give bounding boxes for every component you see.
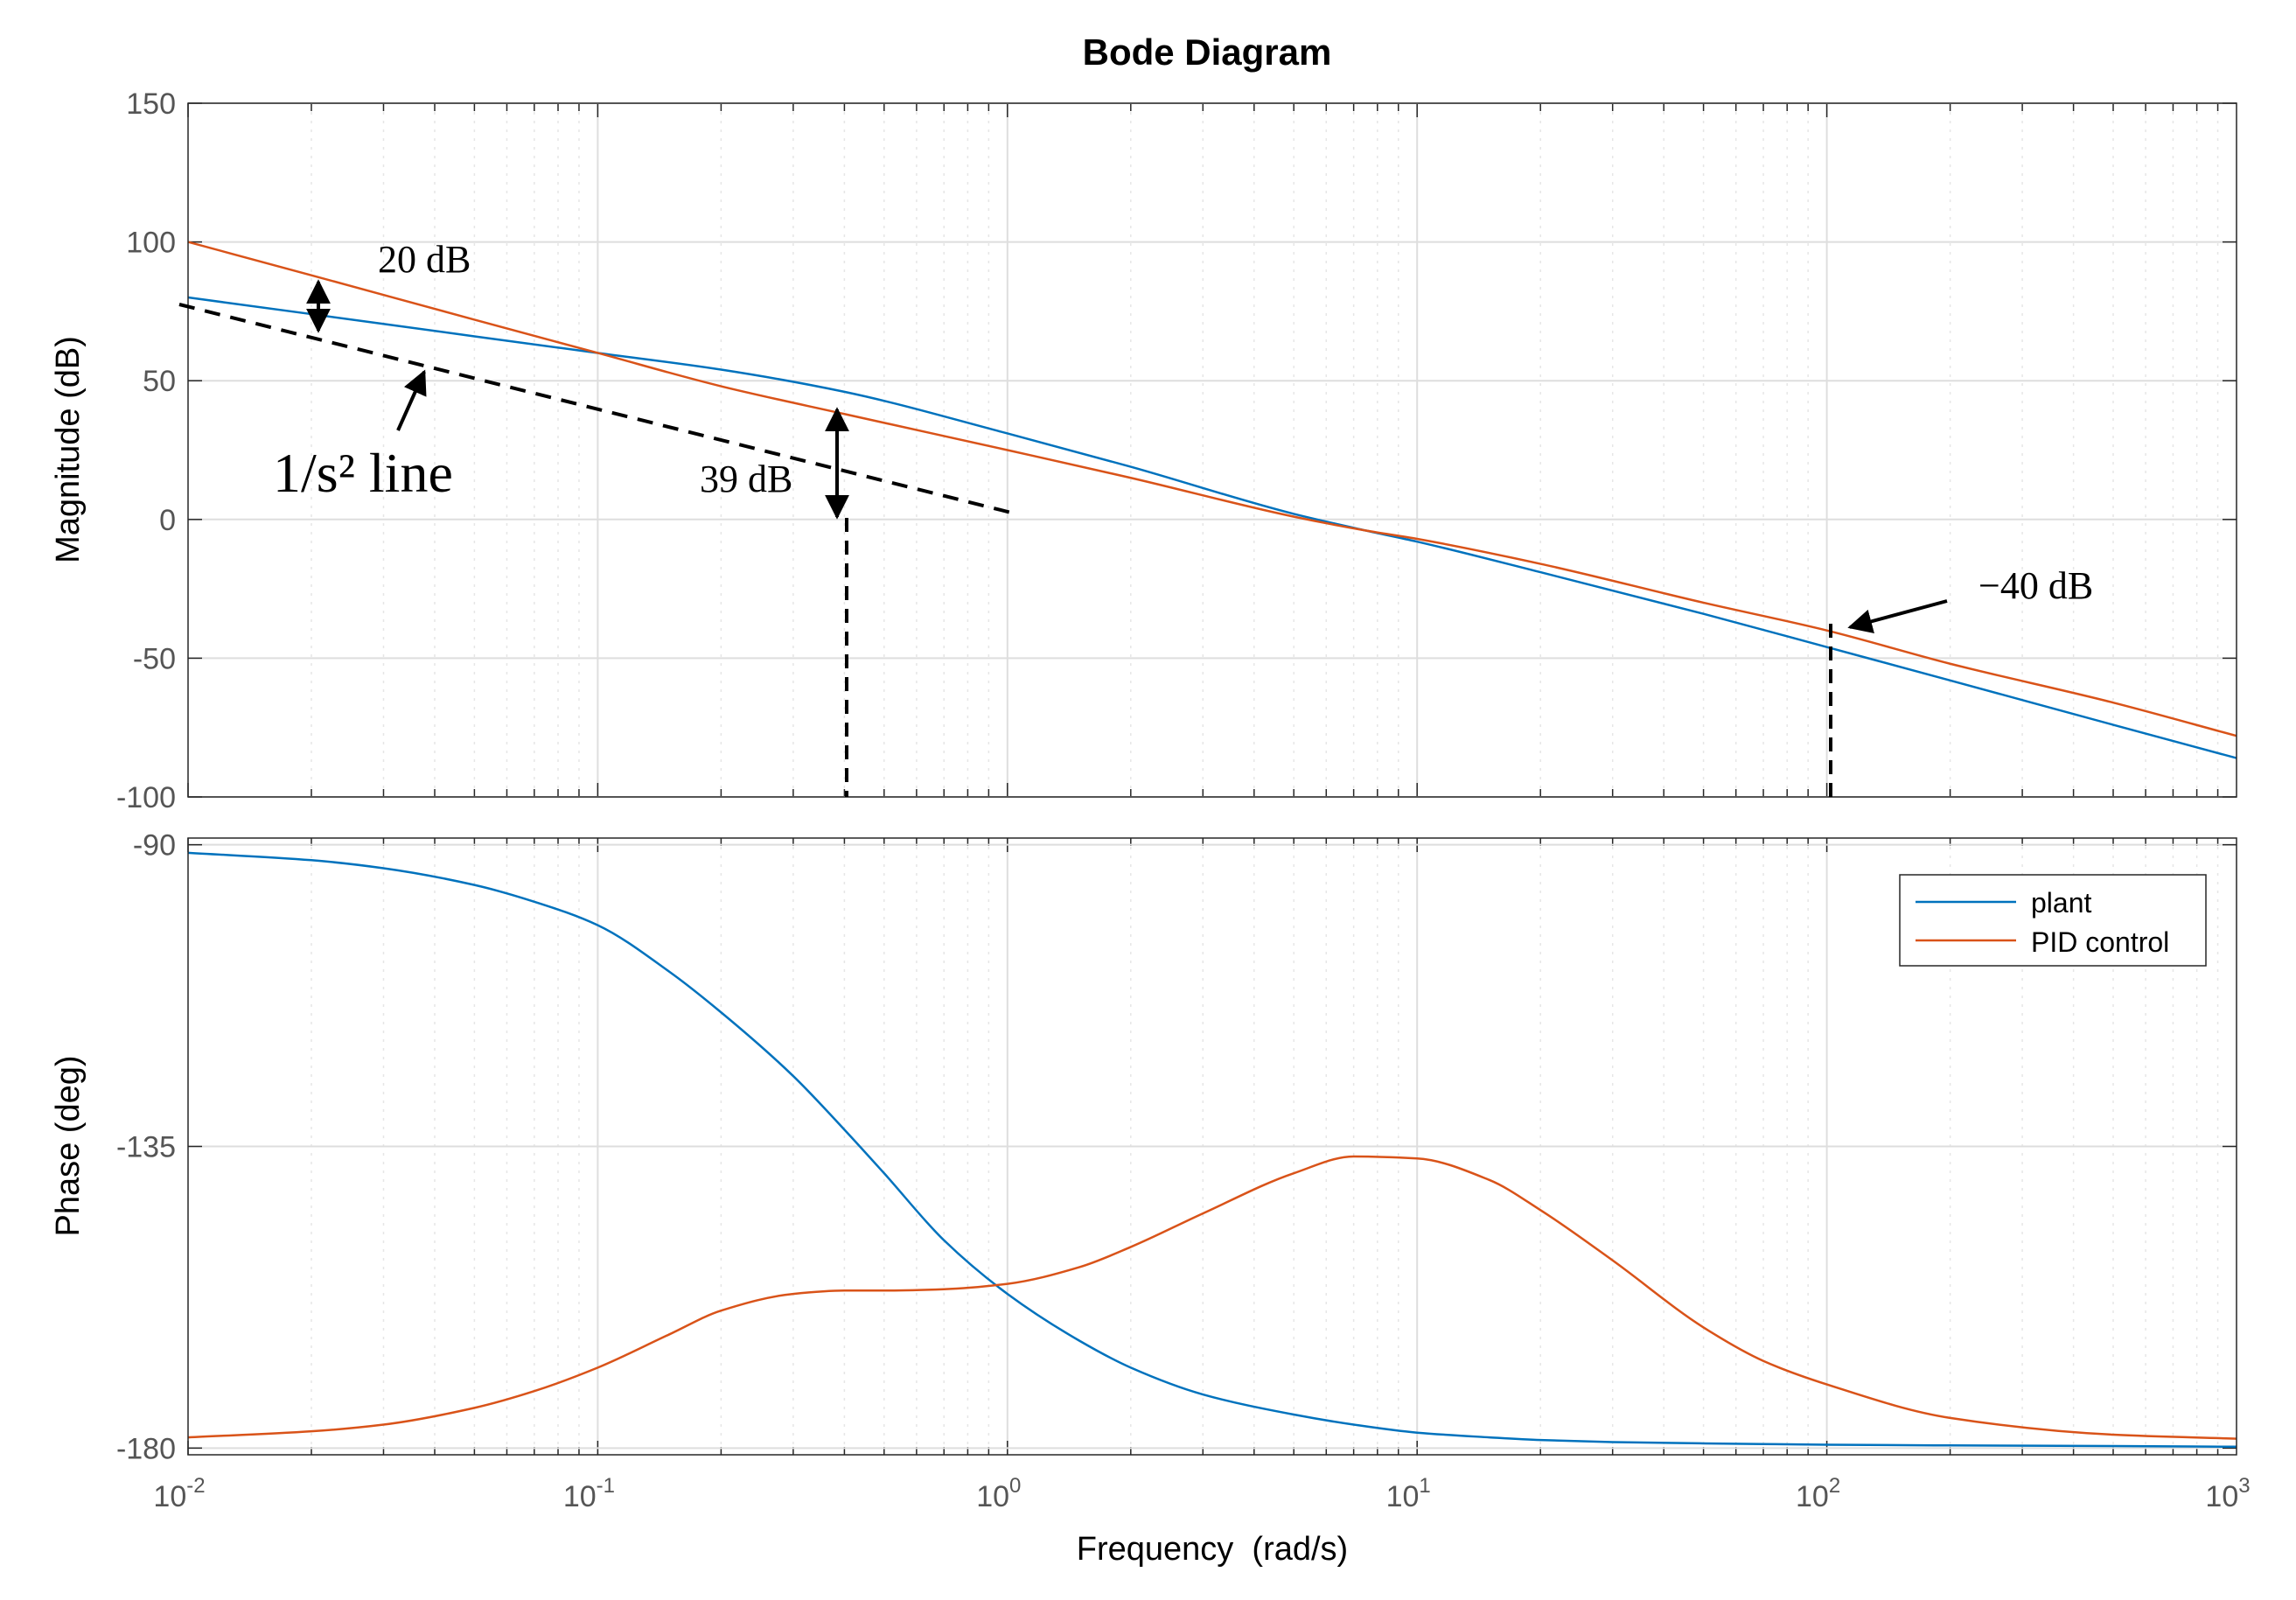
y-tick-label: -135 (116, 1131, 176, 1164)
magnitude-plot-area (188, 103, 2237, 797)
magnitude-panel: -100 -50 0 50 100 150 Magnitude (dB) (50, 87, 2237, 814)
legend-label-pid: PID control (2031, 926, 2169, 958)
phase-y-label: Phase (deg) (50, 1055, 87, 1236)
phase-series-plant (187, 851, 2237, 1449)
magnitude-y-label: Magnitude (dB) (50, 336, 87, 563)
magnitude-series-pid (187, 241, 2237, 737)
label-minus40db: −40 dB (1978, 564, 2093, 607)
y-tick-label: 50 (143, 365, 176, 398)
magnitude-series (187, 241, 2237, 759)
s2-reference-line (178, 303, 1015, 515)
x-tick-label: 100 (976, 1474, 1021, 1513)
x-tick-label: 103 (2205, 1474, 2250, 1513)
label-s2-line: 1/s² line (273, 442, 453, 504)
legend-box (1899, 874, 2207, 967)
label-39db: 39 dB (700, 458, 792, 500)
chart-title: Bode Diagram (1083, 31, 1332, 73)
y-tick-label: 0 (159, 504, 176, 537)
y-tick-label: 100 (126, 227, 176, 260)
phase-axes-box (187, 837, 2237, 1456)
arrow-minus40db (1847, 599, 1948, 633)
label-20db: 20 dB (378, 238, 471, 281)
phase-panel: -180 -135 -90 Phase (deg) (50, 829, 2237, 1466)
x-tick-label: 101 (1386, 1474, 1431, 1513)
phase-grid (187, 838, 2237, 1455)
phase-series (187, 851, 2237, 1449)
y-tick-label: -180 (116, 1432, 176, 1465)
magnitude-series-plant (187, 296, 2237, 759)
x-tick-label: 10-2 (153, 1474, 205, 1513)
legend: plant PID control (1899, 874, 2207, 967)
phase-series-pid (187, 1155, 2237, 1440)
y-tick-label: -100 (116, 781, 176, 814)
magnitude-grid (187, 102, 2237, 798)
x-ticks: 10-2 10-1 100 101 102 103 (153, 1474, 2250, 1513)
x-axis-label: Frequency (rad/s) (1077, 1531, 1348, 1568)
arrow-s2-line (396, 369, 427, 431)
magnitude-axes-box (187, 102, 2237, 798)
y-tick-label: -50 (133, 642, 176, 675)
y-tick-label: -90 (133, 829, 176, 863)
y-tick-label: 150 (126, 87, 176, 121)
annotations: 20 dB 1/s² line 39 dB −40 dB (178, 238, 2093, 797)
magnitude-y-ticks: -100 -50 0 50 100 150 (116, 87, 176, 814)
legend-label-plant: plant (2031, 887, 2092, 919)
x-tick-label: 10-1 (563, 1474, 615, 1513)
x-tick-label: 102 (1796, 1474, 1840, 1513)
phase-y-ticks: -180 -135 -90 (116, 829, 176, 1466)
